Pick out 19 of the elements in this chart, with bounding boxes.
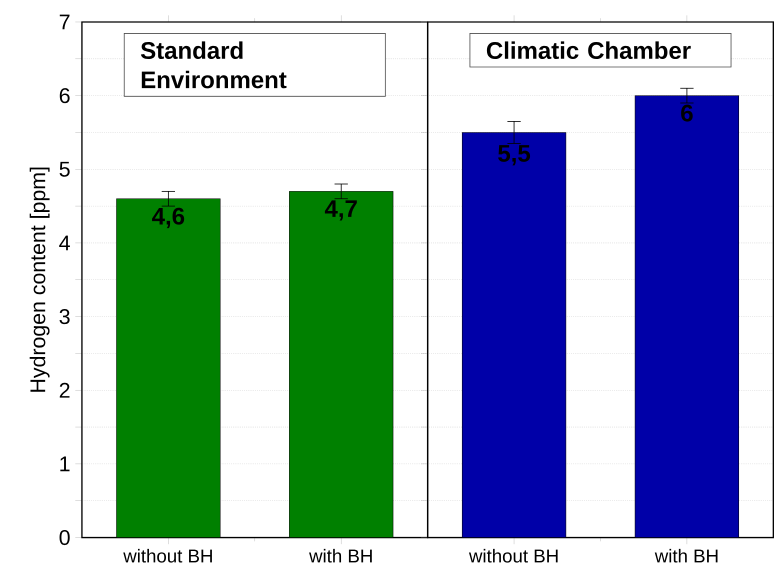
y-tick-label: 7	[60, 14, 70, 30]
y-tick-label: 2	[60, 383, 70, 398]
y-axis-title: Hydrogen content [ppm]	[30, 168, 50, 392]
x-tick-label: with BH	[309, 549, 372, 563]
x-tick-label: without BH	[468, 549, 558, 563]
y-tick-label: 0	[60, 530, 70, 546]
data-label: 4,7	[324, 200, 357, 221]
data-label: 6	[681, 104, 693, 122]
annotation: Climatic Chamber	[486, 42, 691, 60]
y-tick-label: 1	[60, 456, 70, 472]
data-label: 4,6	[152, 208, 184, 228]
y-tick-label: 6	[60, 88, 70, 104]
data-label: 5,5	[498, 145, 530, 166]
x-tick-label: without BH	[123, 549, 212, 563]
y-tick-label: 5	[60, 162, 70, 177]
y-tick-label: 3	[60, 309, 70, 324]
y-tick-label: 4	[59, 236, 70, 251]
x-tick-label: with BH	[654, 549, 718, 563]
annotation: Standard Environment	[140, 42, 286, 89]
